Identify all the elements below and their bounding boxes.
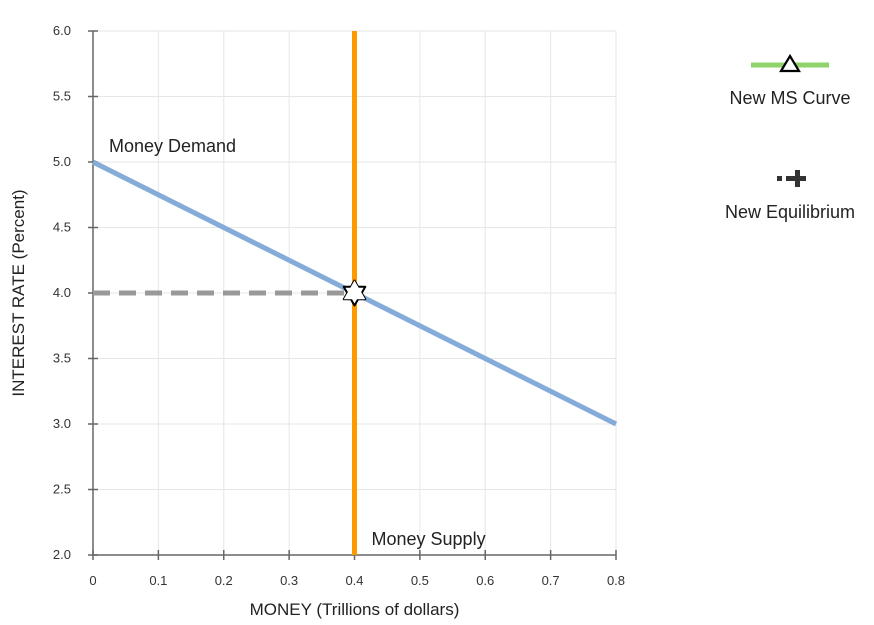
x-tick-label: 0.3 [280,573,298,588]
money-supply-label: Money Supply [372,529,486,549]
y-tick-label: 2.5 [53,482,71,497]
y-tick-label: 3.0 [53,416,71,431]
y-tick-label: 5.5 [53,89,71,104]
x-tick-label: 0.5 [411,573,429,588]
star-icon-fill [343,280,366,300]
x-tick-label: 0.1 [149,573,167,588]
x-tick-label: 0.2 [215,573,233,588]
y-tick-label: 4.5 [53,220,71,235]
y-tick-label: 2.0 [53,547,71,562]
money-demand-label: Money Demand [109,136,236,156]
y-tick-label: 3.5 [53,351,71,366]
y-tick-label: 6.0 [53,23,71,38]
x-tick-label: 0.6 [476,573,494,588]
x-tick-label: 0.8 [607,573,625,588]
x-axis-title: MONEY (Trillions of dollars) [250,600,460,619]
y-axis-title: INTEREST RATE (Percent) [9,189,28,396]
plus-marker-icon [777,170,806,187]
axes: 0 0.1 0.2 0.3 0.4 0.5 0.6 0.7 0.8 2.0 2.5 3.0 3.5 4.0… [53,23,625,588]
x-tick-label: 0 [89,573,96,588]
triangle-line-icon [751,53,829,73]
x-tick-label: 0.4 [345,573,363,588]
y-tick-label: 4.0 [53,285,71,300]
legend-new-equilibrium[interactable]: New Equilibrium [705,166,874,223]
y-tick-label: 5.0 [53,154,71,169]
legend-label-new-equilibrium: New Equilibrium [724,202,856,222]
series-layer [91,31,618,555]
x-tick-label: 0.7 [542,573,560,588]
legend-label-new-ms-curve: New MS Curve [729,88,851,108]
legend-new-ms-curve[interactable]: New MS Curve [705,52,874,109]
